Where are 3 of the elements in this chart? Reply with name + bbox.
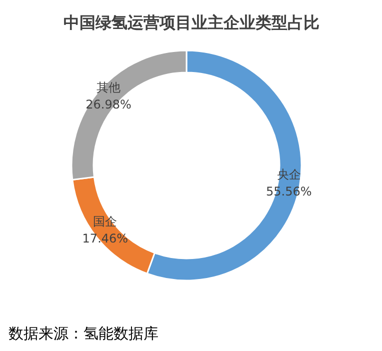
slice-label: 其他 [96,80,121,95]
source-note: 数据来源：氢能数据库 [8,324,158,342]
chart-title: 中国绿氢运营项目业主企业类型占比 [64,13,320,32]
